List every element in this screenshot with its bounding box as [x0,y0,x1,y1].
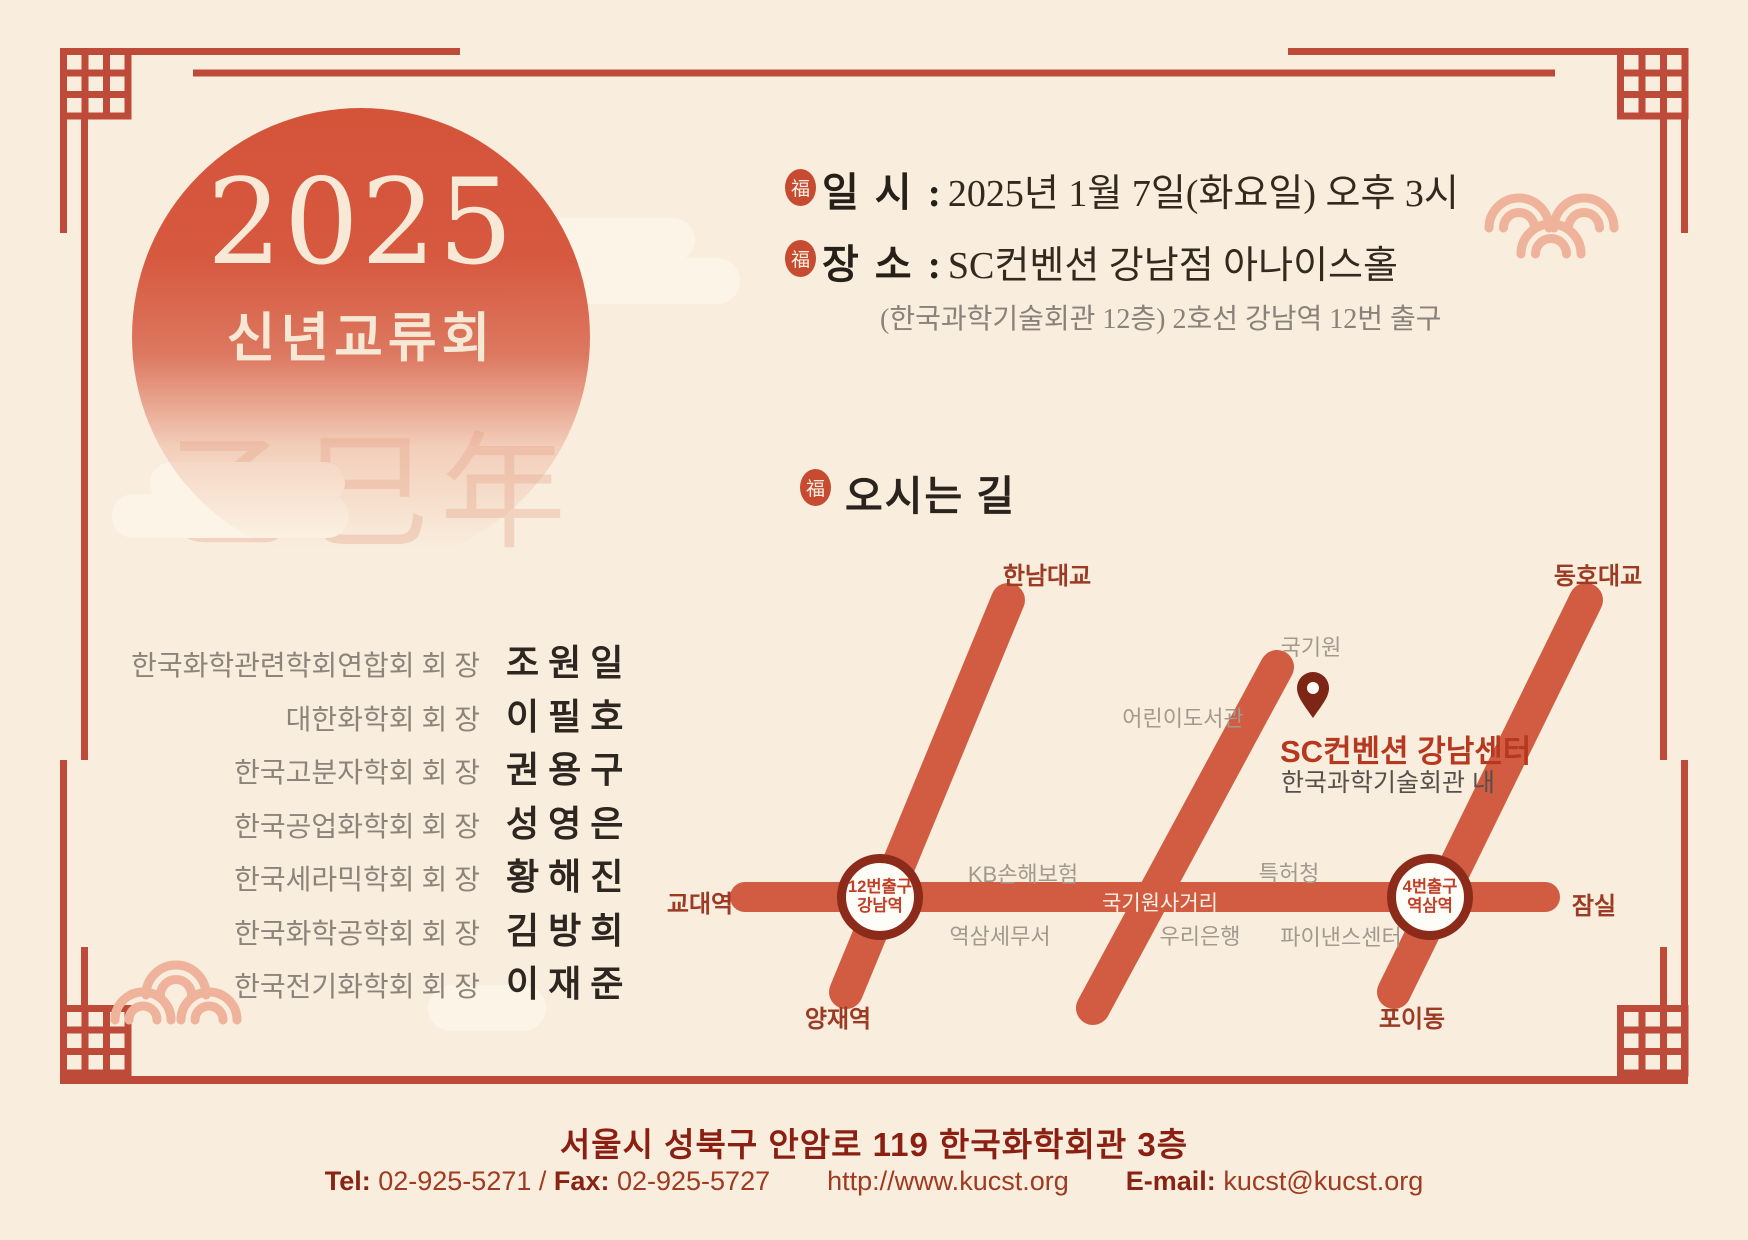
fax-label: Fax: [553,1166,610,1196]
map-label-poi-dong: 포이동 [1378,1006,1446,1033]
year-title: 2025 [206,153,516,291]
list-item: 한국세라믹학회 회 장 황해진 [60,848,632,902]
event-title: 신년교류회 [226,310,496,368]
map-label-woori-bank: 우리은행 [1159,924,1241,949]
yeoksam-station-badge: 4번출구 역삼역 [1387,854,1473,940]
president-name: 이재준 [506,964,633,1004]
gangnam-exit-label: 12번출구 [848,878,912,896]
destination-sub: 한국과학기술회관 내 [1281,769,1495,797]
president-name: 성영은 [506,803,633,844]
wave-decoration-top-right [1484,193,1619,259]
map-label-jamsil: 잠실 [1571,893,1617,920]
fortune-icon: 福 [785,169,816,206]
location-pin-icon [1297,672,1329,718]
yeoksam-exit-label: 4번출구 [1402,878,1458,896]
map-label-gukgiwon: 국기원 [1280,635,1342,660]
destination-name: SC컨벤션 강남센터 [1280,734,1532,769]
footer-contact: Tel: 02-925-5271 / Fax: 02-925-5727 http… [0,1166,1748,1197]
map-label-kb-insurance: KB손해보험 [967,862,1079,887]
map-label-yangjae-station: 양재역 [804,1006,872,1033]
yeoksam-station-label: 역삼역 [1407,897,1453,915]
tel-fax-separator: / [538,1166,547,1196]
map-label-gukgiwon-intersection: 국기원사거리 [1102,892,1218,915]
president-org: 한국화학공학회 회 장 [234,918,480,950]
sun-circle [132,108,590,566]
list-item: 한국고분자학회 회 장 권용구 [60,741,632,795]
fortune-icon: 福 [800,469,831,506]
map-label-children-library: 어린이도서관 [1122,706,1244,731]
map-label-hannam-bridge: 한남대교 [1002,563,1092,590]
map-label-yeoksam-tax-office: 역삼세무서 [949,924,1051,949]
footer-address: 서울시 성북구 안암로 119 한국화학회관 3층 [559,1126,1189,1163]
list-item: 한국전기화학회 회 장 이재준 [60,955,632,1009]
cloud-decoration [428,985,546,1031]
fax-number: 02-925-5727 [616,1166,771,1196]
venue-value: SC컨벤션 강남점 아나이스홀 [947,245,1398,287]
president-org: 대한화학회 회 장 [285,704,480,736]
president-org: 한국세라믹학회 회 장 [234,865,480,896]
datetime-label: 일 시 : [822,170,944,215]
list-item: 한국화학관련학회연합회 회 장 조원일 [60,634,632,688]
president-name: 황해진 [506,857,633,897]
email-label: E-mail: [1125,1166,1216,1196]
tel-label: Tel: [324,1166,371,1196]
datetime-row: 일 시 : 2025년 1월 7일(화요일) 오후 3시 [822,160,1459,218]
list-item: 한국공업화학회 회 장 성영은 [60,795,632,849]
wave-decoration-bottom-left [110,960,242,1025]
president-org: 한국공업화학회 회 장 [234,811,480,843]
president-name: 권용구 [506,750,633,790]
map-label-gyodae-station: 교대역 [666,891,734,918]
president-org: 한국화학관련학회연합회 회 장 [131,651,480,682]
website-url: http://www.kucst.org [827,1166,1069,1196]
email-address: kucst@kucst.org [1223,1166,1424,1196]
presidents-list: 한국화학관련학회연합회 회 장 조원일 대한화학회 회 장 이필호 한국고분자학… [60,634,632,1009]
map-label-finance-center: 파이낸스센터 [1280,925,1402,950]
fortune-icon: 福 [785,240,816,277]
venue-detail: (한국과학기술회관 12층) 2호선 강남역 12번 출구 [880,304,1442,335]
president-org: 한국전기화학회 회 장 [234,972,480,1003]
tel-number: 02-925-5271 [378,1166,532,1196]
venue-label: 장 소 : [822,242,944,287]
president-name: 조원일 [506,643,633,683]
president-name: 김방희 [506,910,633,951]
president-org: 한국고분자학회 회 장 [234,758,480,789]
gangnam-station-badge: 12번출구 강남역 [837,854,923,940]
list-item: 한국화학공학회 회 장 김방희 [60,902,632,956]
president-name: 이필호 [506,696,633,737]
map-label-dongho-bridge: 동호대교 [1553,563,1643,590]
map-label-patent-office: 특허청 [1258,861,1320,886]
gangnam-station-label: 강남역 [857,897,903,915]
directions-heading: 오시는 길 [845,473,1017,519]
list-item: 대한화학회 회 장 이필호 [60,688,632,742]
datetime-value: 2025년 1월 7일(화요일) 오후 3시 [947,173,1459,215]
venue-row: 장 소 : SC컨벤션 강남점 아나이스홀 [822,232,1398,290]
